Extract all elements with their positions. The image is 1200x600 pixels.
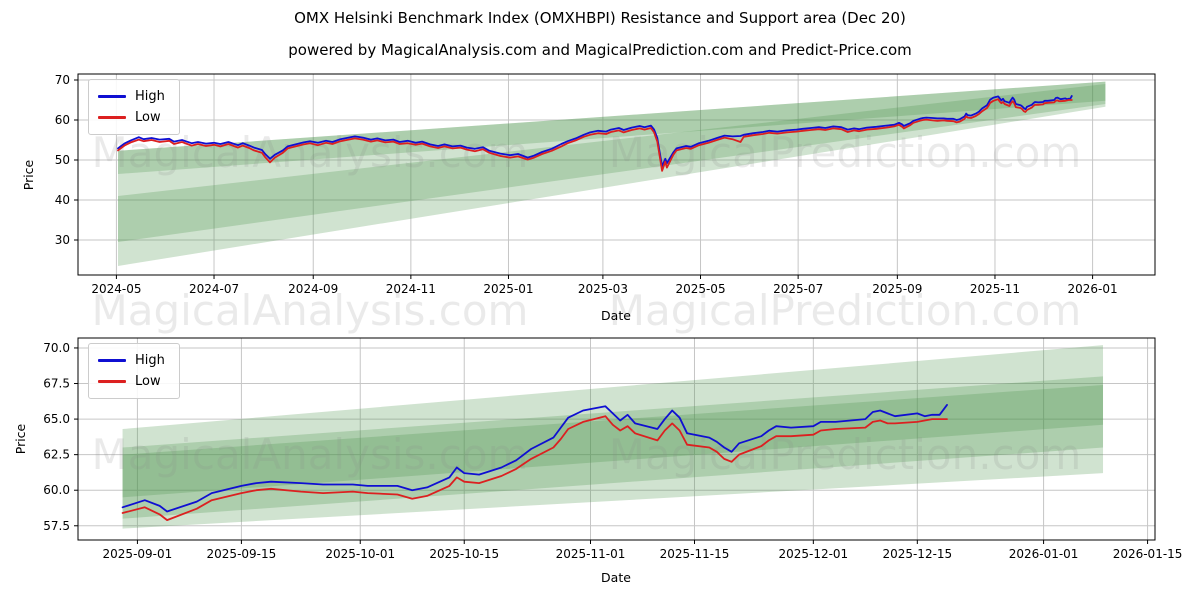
watermark-analysis: MagicalAnalysis.com	[92, 286, 529, 335]
x-tick-label: 2025-09	[872, 282, 922, 296]
x-tick-label: 2025-05	[675, 282, 725, 296]
top-tick-labels: 2024-05 2024-07 2024-09 2024-11 2025-01 2025-…	[55, 73, 1118, 296]
top-grid	[78, 74, 1155, 275]
x-tick-label: 2025-11-15	[660, 547, 730, 561]
x-tick-label: 2025-11	[970, 282, 1020, 296]
bottom-plot-border	[77, 337, 1156, 541]
watermark-prediction: MagicalPrediction.com	[609, 430, 1082, 479]
x-tick-label: 2025-10-01	[325, 547, 395, 561]
watermark-prediction: MagicalPrediction.com	[609, 128, 1082, 177]
top-bands	[118, 81, 1106, 266]
watermark-analysis: MagicalAnalysis.com	[92, 128, 529, 177]
legend-item-high: High	[98, 350, 165, 371]
x-tick-label: 2025-09-15	[207, 547, 277, 561]
page-title: OMX Helsinki Benchmark Index (OMXHBPI) R…	[294, 9, 906, 27]
watermark-prediction: MagicalPrediction.com	[609, 286, 1082, 335]
band-area	[122, 384, 1104, 498]
x-tick-label: 2024-09	[288, 282, 338, 296]
band-area	[122, 376, 1104, 519]
bottom-chart-xlabel: Date	[601, 570, 631, 585]
band-area	[118, 84, 1106, 242]
x-tick-label: 2024-07	[189, 282, 239, 296]
legend-item-low: Low	[98, 107, 165, 128]
y-tick-label: 67.5	[43, 377, 70, 391]
x-tick-label: 2025-12-15	[882, 547, 952, 561]
legend-label-low: Low	[135, 374, 161, 389]
x-tick-label: 2025-12-01	[778, 547, 848, 561]
x-tick-label: 2025-03	[578, 282, 628, 296]
x-tick-label: 2025-11-01	[556, 547, 626, 561]
top-chart-xlabel: Date	[601, 308, 631, 323]
top-chart-ylabel: Price	[21, 159, 36, 190]
top-chart: MagicalAnalysis.com MagicalPrediction.com…	[55, 73, 1156, 296]
high-line-swatch	[98, 359, 126, 362]
high-line	[117, 95, 1073, 168]
y-tick-label: 50	[55, 153, 70, 167]
y-tick-label: 30	[55, 233, 70, 247]
bottom-chart-ylabel: Price	[13, 423, 28, 454]
top-chart-legend: High Low	[88, 79, 180, 135]
low-line-swatch	[98, 116, 126, 119]
bottom-grid	[78, 338, 1155, 540]
legend-item-high: High	[98, 86, 165, 107]
y-tick-label: 62.5	[43, 448, 70, 462]
x-tick-label: 2026-01-15	[1113, 547, 1183, 561]
bottom-chart: MagicalAnalysis.com MagicalPrediction.com…	[43, 337, 1182, 561]
y-tick-label: 65.0	[43, 412, 70, 426]
legend-label-high: High	[135, 89, 165, 104]
x-tick-label: 2026-01-01	[1009, 547, 1079, 561]
y-tick-label: 60	[55, 113, 70, 127]
legend-item-low: Low	[98, 371, 165, 392]
band-area	[122, 345, 1104, 529]
x-tick-label: 2025-01	[483, 282, 533, 296]
y-tick-label: 70	[55, 73, 70, 87]
x-tick-label: 2025-10-15	[429, 547, 499, 561]
x-tick-label: 2024-05	[91, 282, 141, 296]
high-line-swatch	[98, 95, 126, 98]
page-subtitle: powered by MagicalAnalysis.com and Magic…	[288, 41, 912, 59]
watermark-analysis: MagicalAnalysis.com	[92, 430, 529, 479]
y-tick-label: 40	[55, 193, 70, 207]
y-tick-label: 70.0	[43, 341, 70, 355]
low-line	[121, 415, 948, 521]
x-tick-label: 2026-01	[1068, 282, 1118, 296]
bottom-chart-legend: High Low	[88, 343, 180, 399]
high-line	[121, 403, 948, 513]
band-area	[118, 81, 1106, 174]
y-tick-label: 57.5	[43, 519, 70, 533]
top-plot-border	[77, 73, 1156, 276]
low-line	[117, 98, 1073, 172]
low-line-swatch	[98, 380, 126, 383]
bottom-tick-labels: 2025-09-01 2025-09-15 2025-10-01 2025-10-15…	[43, 341, 1182, 561]
bottom-bands	[122, 345, 1104, 529]
band-area	[118, 81, 1106, 266]
x-tick-label: 2025-07	[773, 282, 823, 296]
y-tick-label: 60.0	[43, 483, 70, 497]
legend-label-low: Low	[135, 110, 161, 125]
x-tick-label: 2025-09-01	[103, 547, 173, 561]
legend-label-high: High	[135, 353, 165, 368]
x-tick-label: 2024-11	[386, 282, 436, 296]
